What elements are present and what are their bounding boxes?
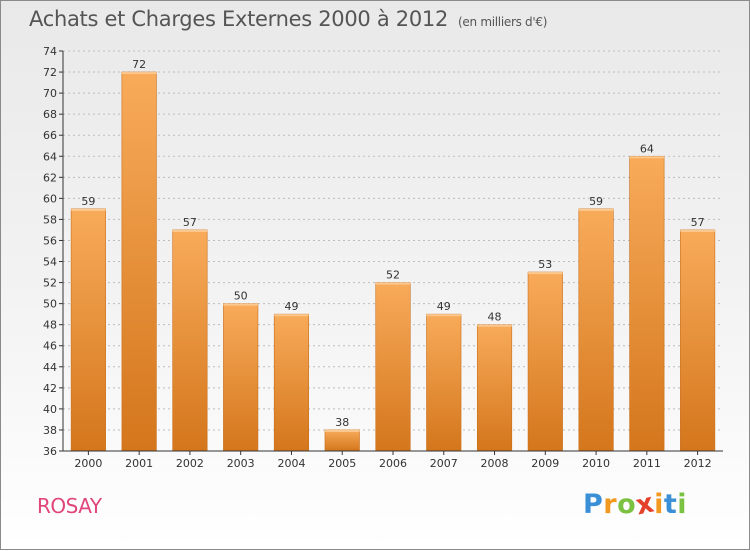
bar — [426, 313, 462, 452]
bar — [527, 271, 563, 452]
x-tick-label: 2007 — [430, 457, 458, 470]
y-tick-label: 46 — [43, 340, 57, 353]
bar — [476, 324, 513, 452]
x-tick-label: 2000 — [74, 457, 102, 470]
bar-highlight — [629, 156, 665, 159]
y-tick-label: 66 — [43, 129, 57, 142]
bar — [172, 229, 208, 452]
x-tick-label: 2002 — [176, 457, 204, 470]
data-label: 49 — [284, 300, 298, 313]
data-label: 64 — [640, 142, 654, 155]
x-tick-label: 2006 — [379, 457, 407, 470]
y-tick-label: 42 — [43, 382, 57, 395]
data-label: 57 — [183, 216, 197, 229]
chart-subtitle: (en milliers d'€) — [458, 15, 548, 29]
x-tick-label: 2005 — [328, 457, 356, 470]
y-tick-label: 56 — [43, 234, 57, 247]
data-label: 59 — [589, 195, 603, 208]
bar — [375, 282, 411, 452]
y-tick-label: 58 — [43, 213, 57, 226]
chart-title: Achats et Charges Externes 2000 à 2012 (e… — [29, 7, 547, 31]
logo-letter: r — [603, 489, 618, 520]
data-label: 53 — [538, 258, 552, 271]
bar — [324, 429, 360, 452]
bar-highlight — [477, 324, 512, 327]
bar-highlight — [528, 272, 563, 275]
data-label: 49 — [437, 300, 451, 313]
x-tick-label: 2001 — [125, 457, 153, 470]
data-label: 52 — [386, 269, 400, 282]
logo-letter: o — [617, 489, 637, 520]
x-tick-label: 2011 — [633, 457, 661, 470]
y-tick-label: 64 — [43, 150, 57, 163]
y-tick-label: 62 — [43, 171, 57, 184]
y-tick-label: 48 — [43, 319, 57, 332]
logo-letter: i — [654, 489, 664, 520]
data-label: 59 — [81, 195, 95, 208]
bar — [578, 208, 614, 452]
bar-highlight — [375, 282, 411, 285]
logo-letter: i — [677, 489, 688, 520]
data-label: 72 — [132, 58, 146, 71]
bar-highlight — [172, 229, 208, 232]
bar — [121, 71, 157, 452]
bar-highlight — [71, 208, 106, 211]
bar — [223, 303, 259, 452]
y-tick-label: 60 — [43, 192, 57, 205]
x-tick-label: 2009 — [531, 457, 559, 470]
chart-title-text: Achats et Charges Externes 2000 à 2012 — [29, 7, 449, 31]
logo-letter: t — [663, 489, 678, 520]
bar — [680, 229, 716, 452]
data-label: 57 — [691, 216, 705, 229]
y-tick-label: 40 — [43, 403, 57, 416]
y-tick-label: 38 — [43, 424, 57, 437]
x-tick-label: 2010 — [582, 457, 610, 470]
data-label: 50 — [234, 290, 248, 303]
x-tick-label: 2003 — [227, 457, 255, 470]
city-name: ROSAY — [37, 494, 102, 518]
bar-highlight — [426, 314, 462, 317]
y-tick-label: 70 — [43, 87, 57, 100]
y-tick-label: 54 — [43, 256, 57, 269]
proxiti-logo: Proxiti — [583, 487, 688, 521]
y-tick-label: 36 — [43, 445, 57, 458]
y-tick-label: 68 — [43, 108, 57, 121]
bar-highlight — [121, 72, 157, 75]
data-label: 38 — [335, 416, 349, 429]
y-tick-label: 74 — [43, 45, 57, 58]
y-tick-label: 44 — [43, 361, 57, 374]
y-tick-label: 72 — [43, 66, 57, 79]
x-tick-label: 2008 — [481, 457, 509, 470]
x-tick-label: 2012 — [684, 457, 712, 470]
data-label: 48 — [488, 311, 502, 324]
bar — [70, 208, 106, 452]
bar-highlight — [324, 429, 360, 432]
y-tick-label: 50 — [43, 298, 57, 311]
bar — [273, 313, 310, 452]
bar — [629, 155, 665, 452]
y-tick-label: 52 — [43, 277, 57, 290]
x-tick-label: 2004 — [277, 457, 305, 470]
bar-highlight — [578, 208, 614, 211]
bar-highlight — [223, 303, 258, 306]
bar-highlight — [274, 314, 309, 317]
logo-letter: P — [583, 489, 604, 520]
bar-highlight — [680, 229, 715, 232]
